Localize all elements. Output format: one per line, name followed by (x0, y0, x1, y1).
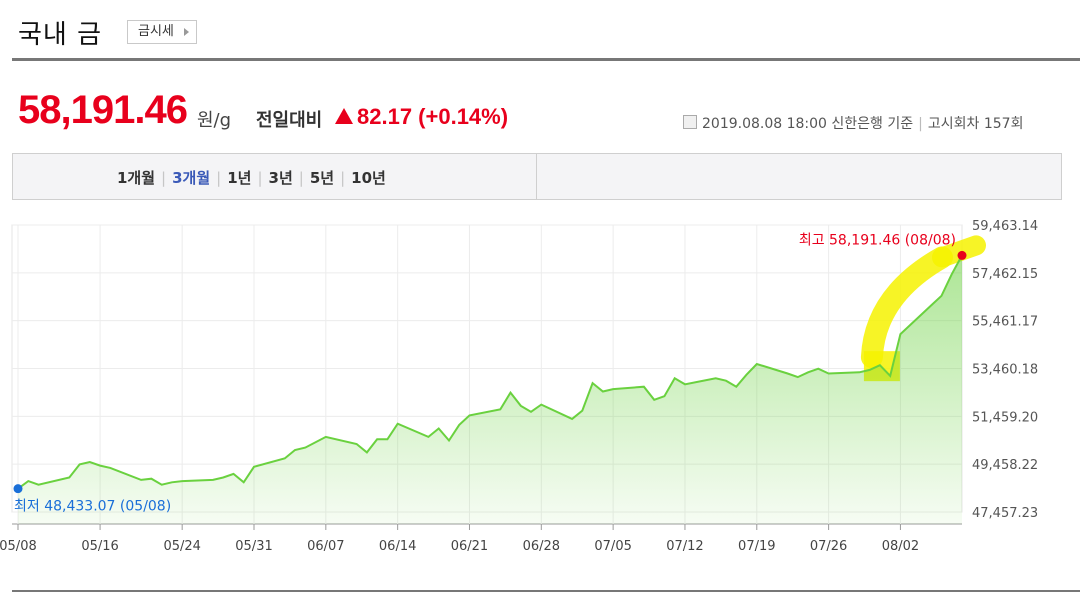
price-meta: 2019.08.08 18:00 신한은행 기준 | 고시회차 157회 (683, 113, 1023, 133)
period-tabs: 1개월 | 3개월 | 1년 | 3년 | 5년 | 10년 (117, 167, 386, 188)
high-point (957, 250, 967, 260)
y-tick-label: 49,458.22 (972, 458, 1038, 473)
x-tick-label: 06/21 (451, 539, 488, 554)
x-tick-label: 07/12 (666, 539, 703, 554)
tab-1-month[interactable]: 1개월 (117, 169, 156, 187)
tab-separator: | (216, 169, 222, 187)
meta-bank: 신한은행 기준 (831, 116, 914, 132)
meta-datetime: 2019.08.08 18:00 (702, 116, 827, 132)
tab-separator: | (340, 169, 346, 187)
price-unit: 원/g (197, 110, 232, 131)
tab-1-year[interactable]: 1년 (227, 169, 252, 187)
tab-bar-divider (536, 154, 537, 199)
x-tick-label: 07/05 (594, 539, 631, 554)
gold-price-button[interactable]: 금시세 (127, 20, 197, 44)
price-area (18, 255, 962, 524)
low-point (13, 484, 23, 494)
x-tick-label: 05/31 (235, 539, 272, 554)
document-icon (683, 115, 697, 129)
change-label: 전일대비 (256, 110, 323, 131)
up-triangle-icon (335, 108, 353, 124)
extreme-points: 최고 58,191.46 (08/08) 최저 48,433.07 (05/08) (13, 232, 967, 515)
tab-separator: | (257, 169, 263, 187)
y-tick-label: 47,457.23 (972, 506, 1038, 521)
footer-divider (12, 590, 1080, 592)
tab-5-years[interactable]: 5년 (309, 169, 335, 187)
gold-price-button-label: 금시세 (138, 24, 174, 39)
highlight-tip (932, 235, 986, 268)
x-axis-labels: 05/08 05/16 05/24 05/31 06/07 06/14 06/21 06/28… (0, 539, 919, 554)
gold-price-chart: 59,463.14 57,462.15 55,461.17 53,460.18 51,4… (0, 219, 1038, 554)
y-tick-label: 53,460.18 (972, 363, 1038, 378)
y-tick-label: 55,461.17 (972, 315, 1038, 330)
x-tick-label: 06/07 (307, 539, 344, 554)
x-tick-label: 05/24 (163, 539, 200, 554)
min-label: 최저 48,433.07 (05/08) (14, 499, 171, 515)
x-tick-label: 08/02 (882, 539, 919, 554)
triangle-right-icon (183, 28, 189, 36)
current-price: 58,191.46 (18, 88, 188, 132)
price-line (17, 254, 963, 490)
x-tick-label: 05/08 (0, 539, 37, 554)
tab-separator: | (161, 169, 167, 187)
tab-3-years[interactable]: 3년 (268, 169, 293, 187)
tab-10-years[interactable]: 10년 (351, 169, 386, 187)
period-tab-bar: 1개월 | 3개월 | 1년 | 3년 | 5년 | 10년 (12, 153, 1062, 200)
highlight-swoosh (860, 246, 953, 369)
tab-3-months[interactable]: 3개월 (172, 169, 211, 187)
x-tick-label: 06/14 (379, 539, 416, 554)
meta-separator: | (918, 116, 923, 132)
x-tick-label: 07/19 (738, 539, 775, 554)
x-tick-label: 05/16 (81, 539, 118, 554)
page-title: 국내 금 (18, 20, 103, 50)
y-tick-label: 51,459.20 (972, 410, 1038, 425)
tab-separator: | (298, 169, 304, 187)
y-axis-labels: 59,463.14 57,462.15 55,461.17 53,460.18 51,4… (972, 219, 1038, 521)
meta-notice: 고시회차 157회 (927, 116, 1024, 132)
header-divider (12, 58, 1080, 61)
max-label: 최고 58,191.46 (08/08) (799, 232, 956, 248)
y-tick-label: 59,463.14 (972, 219, 1038, 234)
x-tick-label: 07/26 (810, 539, 847, 554)
y-tick-label: 57,462.15 (972, 267, 1038, 282)
x-tick-label: 06/28 (523, 539, 560, 554)
price-change: 82.17 (+0.14%) (357, 104, 509, 129)
